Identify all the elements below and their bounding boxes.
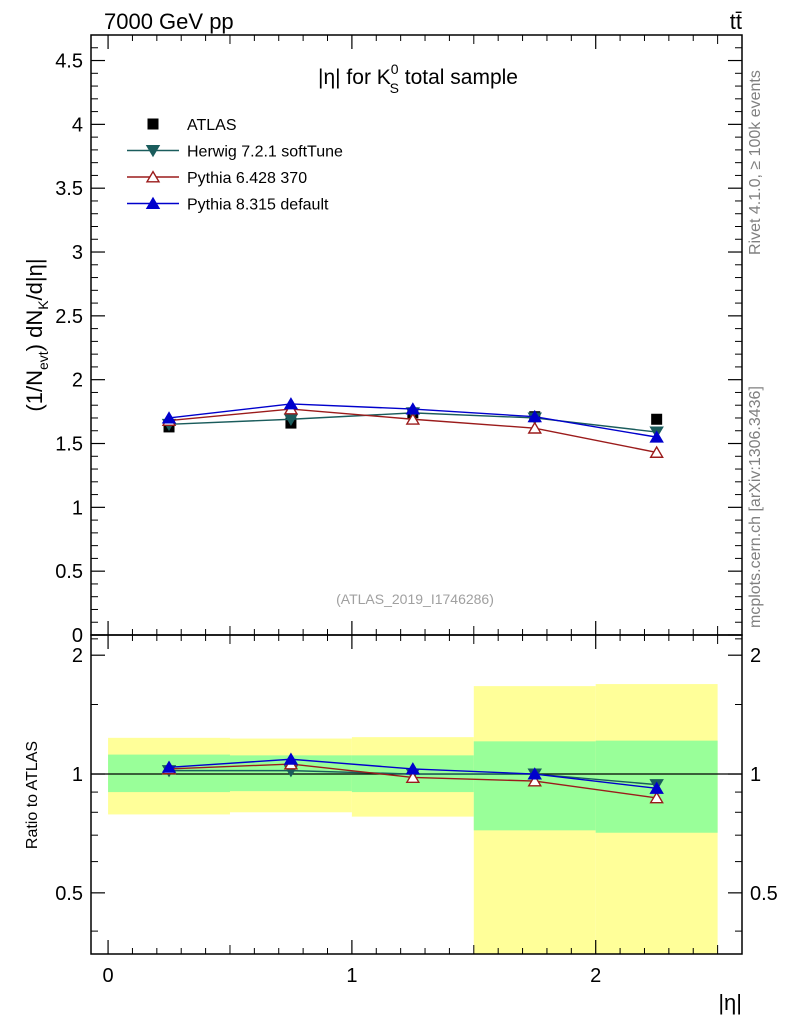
ratio-point-1 [405, 770, 421, 783]
x-tick-label: 2 [590, 965, 601, 987]
series-point-1 [527, 421, 542, 434]
legend-marker [145, 170, 161, 183]
y-tick-label-main: 2.5 [55, 306, 83, 328]
ratio-uncertainty-bands [108, 684, 718, 954]
ratio-data-marks [91, 752, 742, 804]
series-point-2 [283, 397, 299, 410]
y-axis-label-ratio: Ratio to ATLAS [24, 741, 41, 849]
x-axis-label: |η| [718, 990, 742, 1015]
ratio-point-2 [283, 752, 299, 765]
series-point-1 [405, 412, 421, 425]
y-tick-label-main: 0.5 [55, 561, 83, 583]
ratio-point-2 [161, 760, 177, 773]
series-point-2 [405, 402, 421, 415]
plot-title: |η| for K0 S total sample [318, 61, 518, 96]
series-point-2 [161, 411, 177, 424]
series-point-1 [649, 445, 664, 458]
legend-label: ATLAS [187, 117, 237, 134]
series-point-2 [527, 409, 542, 423]
legend-marker [147, 118, 159, 130]
atlas-data-point [651, 413, 663, 425]
process-label: tt̄ [730, 9, 742, 34]
legend-marker [145, 144, 161, 158]
y-tick-label-main: 4.5 [55, 51, 83, 73]
legend-label: Pythia 8.315 default [187, 197, 329, 214]
energy-label: 7000 GeV pp [104, 9, 234, 34]
legend-marker [145, 196, 161, 210]
series-point-2 [649, 430, 664, 443]
main-axes: 0 0.5 1 1.5 2 2.5 3 3.5 4 4.5 [55, 34, 743, 647]
analysis-watermark: (ATLAS_2019_I1746286) [336, 591, 494, 607]
ratio-point-2 [405, 762, 421, 775]
y-tick-label-ratio-right: 0.5 [750, 883, 778, 905]
ratio-point-2 [649, 781, 664, 794]
y-tick-label-main: 3 [72, 242, 83, 264]
y-tick-label-ratio: 0.5 [55, 883, 83, 905]
ratio-axes: 0 1 2 0.5 0.5 1 1 2 2 [55, 635, 778, 987]
y-tick-label-main: 0 [72, 625, 83, 647]
x-tick-label: 0 [103, 965, 114, 987]
y-tick-label-main: 4 [72, 114, 83, 136]
legend-label: Pythia 6.428 370 [187, 170, 307, 187]
main-panel: 0 0.5 1 1.5 2 2.5 3 3.5 4 4.5 |η| for K0 S total s… [22, 34, 743, 647]
ratio-point-2 [527, 767, 542, 780]
x-tick-label: 1 [346, 965, 357, 987]
y-tick-label-main: 3.5 [55, 178, 83, 200]
y-tick-label-main: 1 [72, 497, 83, 519]
main-data-marks [161, 397, 664, 458]
ratio-point-1 [649, 791, 664, 804]
ratio-point-1 [527, 774, 542, 787]
y-tick-label-main: 1.5 [55, 434, 83, 456]
ratio-frame [90, 634, 743, 955]
y-axis-label-main: (1/Nevt) dNK/d|η| [22, 258, 51, 411]
mcplots-label: mcplots.cern.ch [arXiv:1306.3436] [747, 386, 764, 628]
legend: ATLAS Herwig 7.2.1 softTune Pythia 6.428 3… [127, 117, 343, 214]
y-tick-label-ratio-right: 1 [750, 764, 761, 786]
y-tick-label-main: 2 [72, 370, 83, 392]
ratio-panel: 0 1 2 0.5 0.5 1 1 2 2 Ratio to ATLAS [24, 634, 778, 987]
rivet-version-label: Rivet 4.1.0, ≥ 100k events [747, 70, 764, 255]
y-tick-label-ratio: 2 [72, 645, 83, 667]
y-tick-label-ratio-right: 2 [750, 645, 761, 667]
y-tick-label-ratio: 1 [72, 764, 83, 786]
legend-label: Herwig 7.2.1 softTune [187, 144, 343, 161]
